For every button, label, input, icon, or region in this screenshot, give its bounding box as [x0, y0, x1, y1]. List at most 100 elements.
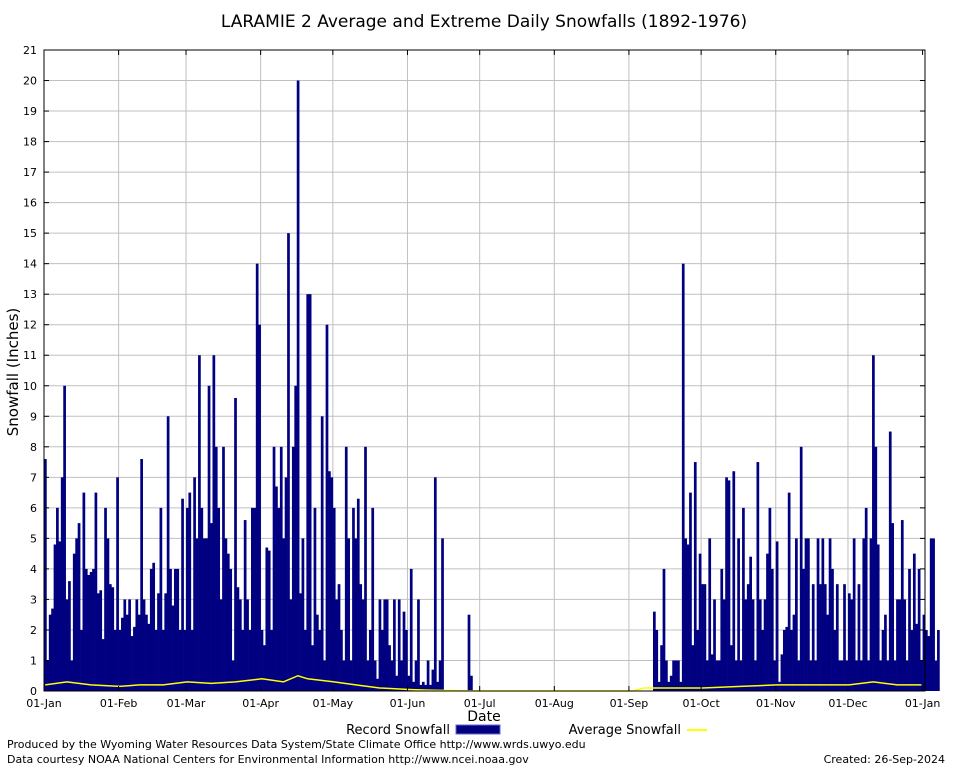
y-tick-label: 11 [23, 349, 37, 362]
record-snowfall-bar [397, 599, 401, 691]
record-snowfall-bar [715, 660, 719, 691]
record-snowfall-bar [195, 538, 199, 691]
record-snowfall-bar [241, 629, 245, 691]
x-tick-label: 01-Apr [242, 697, 279, 710]
record-snowfall-bar [424, 684, 428, 691]
record-snowfall-bar [739, 660, 743, 691]
y-tick-label: 1 [30, 654, 37, 667]
x-tick-label: 01-Dec [828, 697, 867, 710]
record-snowfall-bar [831, 568, 834, 691]
record-snowfall-bar [710, 654, 714, 691]
record-snowfall-bar [662, 568, 666, 691]
record-snowfall-bar [862, 538, 866, 691]
record-snowfall-bar [766, 553, 769, 691]
record-snowfall-bar [58, 541, 62, 691]
record-snowfall-bar [467, 614, 471, 691]
y-tick-label: 2 [30, 624, 37, 637]
record-snowfall-bar [212, 355, 216, 691]
record-snowfall-bar [908, 568, 911, 691]
footer-created-date: Created: 26-Sep-2024 [823, 753, 945, 766]
record-snowfall-bar [130, 636, 134, 691]
record-snowfall-bar [929, 538, 933, 691]
record-snowfall-bar [826, 614, 830, 691]
record-snowfall-bar [68, 581, 71, 691]
record-snowfall-bar [915, 623, 919, 691]
record-snowfall-bar [660, 645, 663, 691]
record-snowfall-bar [236, 587, 240, 691]
record-snowfall-bar [864, 507, 868, 691]
record-snowfall-bar [366, 660, 370, 691]
record-snowfall-bar [912, 553, 916, 691]
record-snowfall-bar [900, 520, 904, 691]
record-snowfall-bar [296, 80, 300, 692]
record-snowfall-bar [429, 684, 432, 691]
record-snowfall-bar [248, 629, 252, 691]
record-snowfall-bar [272, 446, 276, 691]
record-snowfall-bar [426, 660, 430, 691]
record-snowfall-bar [376, 678, 379, 691]
record-snowfall-bar [289, 599, 293, 691]
record-snowfall-bar [224, 538, 228, 691]
record-snowfall-bar [234, 397, 237, 691]
record-snowfall-bar [407, 675, 411, 691]
record-snowfall-bar [291, 446, 295, 691]
record-snowfall-bar [171, 605, 175, 691]
record-snowfall-bar [804, 538, 808, 691]
record-snowfall-bar [243, 520, 247, 691]
record-snowfall-bar [344, 446, 348, 691]
record-snowfall-bar [679, 681, 683, 691]
record-snowfall-bar [320, 416, 324, 691]
record-snowfall-bar [133, 626, 136, 691]
record-snowfall-bar [92, 568, 95, 691]
record-snowfall-bar [657, 681, 661, 691]
record-snowfall-bar [441, 538, 444, 691]
y-tick-label: 18 [23, 136, 37, 149]
record-snowfall-bar [780, 654, 784, 691]
x-tick-label: 01-Mar [167, 697, 206, 710]
record-snowfall-bar [193, 477, 196, 691]
record-snowfall-bar [108, 584, 112, 691]
record-snowfall-bar [925, 629, 928, 691]
record-snowfall-bar [932, 538, 935, 691]
record-snowfall-bar [128, 599, 131, 691]
record-snowfall-bar [140, 459, 143, 691]
record-snowfall-bar [51, 608, 54, 691]
record-snowfall-bar [833, 629, 837, 691]
record-snowfall-bar [142, 599, 146, 691]
record-snowfall-bar [758, 599, 762, 691]
record-snowfall-bar [698, 553, 702, 691]
record-snowfall-bar [409, 568, 413, 691]
record-snowfall-bar [161, 629, 165, 691]
record-snowfall-bar [383, 599, 387, 691]
record-snowfall-bar [655, 629, 659, 691]
record-snowfall-bar [65, 599, 69, 691]
y-tick-label: 17 [23, 166, 37, 179]
record-snowfall-bar [190, 629, 194, 691]
record-snowfall-bar [910, 629, 914, 691]
y-tick-label: 15 [23, 227, 37, 240]
record-snowfall-bar [306, 294, 310, 691]
record-snowfall-bar [792, 614, 796, 691]
record-snowfall-bar [847, 593, 851, 691]
record-snowfall-bar [872, 355, 875, 691]
record-snowfall-bar [313, 507, 317, 691]
record-snowfall-bar [869, 538, 873, 691]
legend: Record Snowfall Average Snowfall [346, 723, 707, 738]
x-tick-label: 01-Jan [26, 697, 62, 710]
y-tick-label: 19 [23, 105, 37, 118]
record-snowfall-bar [857, 584, 861, 691]
y-tick-label: 20 [23, 75, 37, 88]
record-snowfall-bar [898, 599, 902, 691]
record-snowfall-bar [431, 669, 435, 691]
record-snowfall-bar [874, 446, 878, 691]
record-snowfall-bar [44, 459, 47, 691]
record-snowfall-bar [342, 660, 346, 691]
y-tick-label: 5 [30, 532, 37, 545]
record-snowfall-bar [797, 660, 801, 691]
x-axis-ticks: 01-Jan 01-Feb 01-Mar 01-Apr 01-May 01-Jun 01-J… [26, 50, 940, 710]
record-snowfall-bar [421, 681, 425, 691]
record-snowfall-bar [356, 498, 360, 691]
y-tick-label: 0 [30, 685, 37, 698]
legend-label-record-snowfall: Record Snowfall [346, 723, 450, 738]
